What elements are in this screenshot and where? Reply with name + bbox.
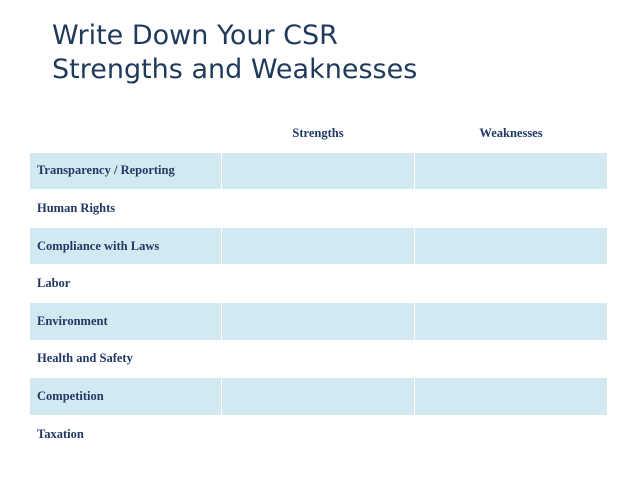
table-row: Labor <box>30 264 607 302</box>
empty-cell <box>414 415 607 453</box>
table: Strengths Weaknesses Transparency / Repo… <box>30 115 607 453</box>
row-label: Health and Safety <box>37 351 133 366</box>
empty-cell <box>221 378 414 415</box>
header-cell: Weaknesses <box>414 115 607 152</box>
empty-cell <box>414 340 607 378</box>
table-row: Environment <box>30 301 607 340</box>
title-line: Strengths and Weaknesses <box>52 54 418 85</box>
row-label: Compliance with Laws <box>30 227 221 265</box>
empty-cell <box>414 302 607 340</box>
row-label: Labor <box>37 276 71 291</box>
row-label: Human Rights <box>37 200 116 215</box>
table-row: Health and Safety <box>30 339 607 378</box>
table-row: Compliance with Laws <box>30 226 607 265</box>
header-row: Strengths Weaknesses <box>30 115 607 152</box>
empty-cell <box>221 265 414 302</box>
row-label: Environment <box>30 302 221 340</box>
table-row: Human Rights <box>30 189 607 227</box>
empty-cell <box>414 152 607 190</box>
table-row: Competition <box>30 377 607 415</box>
empty-cell <box>414 227 607 265</box>
table-row: Transparency / Reporting <box>30 151 607 190</box>
header-cell <box>30 115 221 152</box>
empty-cell <box>221 190 414 227</box>
empty-cell <box>414 265 607 302</box>
empty-cell <box>221 415 414 453</box>
empty-cell <box>414 378 607 415</box>
table-row: Taxation <box>30 414 607 453</box>
title-line: Write Down Your CSR <box>52 20 338 51</box>
header-cell: Strengths <box>221 115 414 152</box>
empty-cell <box>221 152 414 190</box>
row-label: Taxation <box>37 426 84 441</box>
empty-cell <box>221 227 414 265</box>
empty-cell <box>414 190 607 227</box>
row-label: Competition <box>30 378 221 415</box>
empty-cell <box>221 302 414 340</box>
row-label: Transparency / Reporting <box>30 152 221 190</box>
empty-cell <box>221 340 414 378</box>
